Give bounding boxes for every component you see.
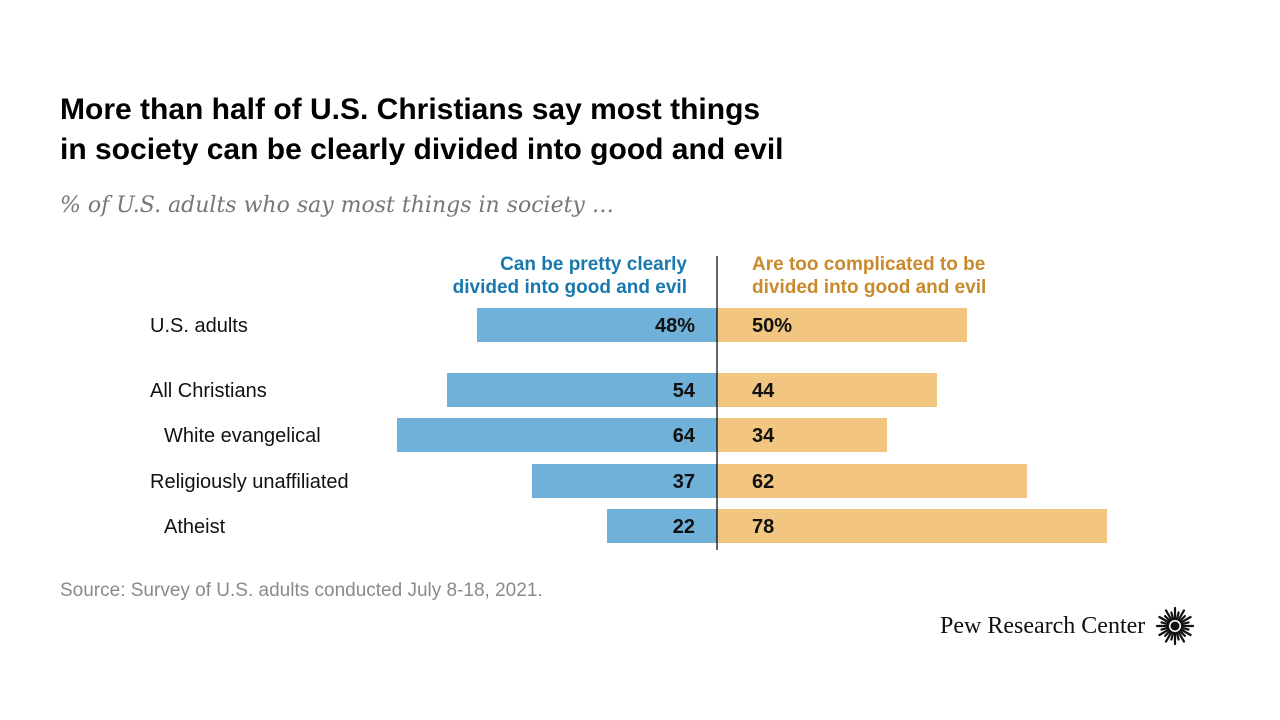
sunburst-ray (1180, 626, 1190, 631)
chart-title-line-1: More than half of U.S. Christians say mo… (60, 93, 761, 126)
brand-name: Pew Research Center (940, 612, 1146, 639)
sunburst-ray (1158, 615, 1171, 624)
pew-sunburst-icon (1156, 606, 1195, 646)
chart-subtitle: % of U.S. adults who say most things in … (60, 193, 614, 218)
category-label-5: Atheist (164, 516, 226, 538)
right-bar-1 (717, 308, 967, 342)
category-label-1: U.S. adults (150, 315, 248, 337)
left-series-header-line-2: divided into good and evil (453, 277, 687, 298)
sunburst-ray (1180, 621, 1190, 626)
left-bar-3 (397, 418, 717, 452)
sunburst-ray (1164, 629, 1172, 637)
left-value-label-2: 54 (673, 380, 696, 402)
sunburst-ray (1179, 629, 1187, 637)
right-value-label-2: 44 (752, 380, 775, 402)
left-value-label-5: 22 (673, 516, 695, 538)
sunburst-ray (1175, 631, 1180, 641)
sunburst-ray (1175, 611, 1180, 621)
sunburst-ray (1177, 609, 1186, 622)
right-value-label-5: 78 (752, 516, 774, 538)
sunburst-ray (1165, 609, 1173, 622)
sunburst-ray (1170, 611, 1175, 621)
left-bar-1 (477, 308, 717, 342)
category-label-2: All Christians (150, 380, 267, 402)
sunburst-ray (1160, 621, 1170, 626)
sunburst-ray (1177, 630, 1186, 643)
right-bar-5 (717, 509, 1107, 543)
sunburst-ray (1164, 615, 1172, 623)
chart-title: More than half of U.S. Christians say mo… (60, 90, 960, 170)
sunburst-ray (1160, 626, 1170, 631)
left-value-label-4: 37 (673, 471, 695, 493)
left-bar-5 (607, 509, 717, 543)
left-series-header-line-1: Can be pretty clearly (500, 254, 687, 275)
brand-logo: Pew Research Center (940, 606, 1195, 646)
right-value-label-3: 34 (752, 425, 775, 447)
chart-title-line-2: in society can be clearly divided into g… (60, 133, 784, 166)
right-bar-2 (717, 373, 937, 407)
right-series-header-line-2: divided into good and evil (752, 277, 986, 298)
right-series-header-line-1: Are too complicated to be (752, 254, 985, 275)
left-value-label-3: 64 (673, 425, 696, 447)
category-label-3: White evangelical (164, 425, 321, 447)
left-bar-2 (447, 373, 717, 407)
sunburst-ray (1179, 615, 1187, 623)
right-value-label-4: 62 (752, 471, 774, 493)
left-bar-4 (532, 464, 717, 498)
right-bar-4 (717, 464, 1027, 498)
category-label-4: Religiously unaffiliated (150, 471, 349, 493)
left-value-label-1: 48% (655, 315, 695, 337)
source-note: Source: Survey of U.S. adults conducted … (60, 580, 543, 601)
sunburst-ray (1180, 628, 1192, 637)
sunburst-ray (1180, 615, 1192, 624)
sunburst-ray (1158, 628, 1171, 637)
right-bar-3 (717, 418, 887, 452)
sunburst-ray (1165, 630, 1173, 643)
right-value-label-1: 50% (752, 315, 792, 337)
sunburst-ray (1170, 631, 1175, 641)
